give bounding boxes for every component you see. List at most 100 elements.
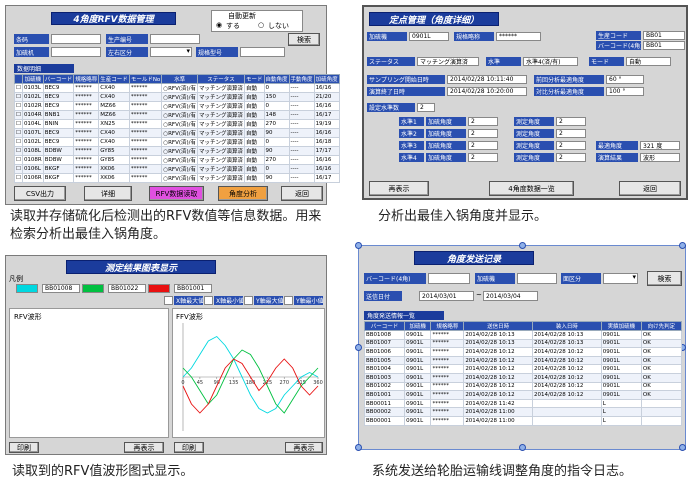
table-row[interactable]: BB00011 0901L ****** 2014/02/28 11:42 L [363, 398, 683, 409]
field-label: 面区分 [561, 273, 601, 284]
detail-button[interactable]: 详细 [84, 186, 132, 201]
dropdown[interactable] [603, 273, 638, 284]
table-row[interactable]: ☐ 0104L BNIN ****** XN25 ****** ○RFV(済)/有 マッチング… [14, 119, 340, 129]
table-row[interactable]: BB01006 0901L ****** 2014/02/28 10:12 2014/0… [363, 347, 683, 357]
row-checkbox[interactable]: ☐ [14, 155, 23, 165]
table-row[interactable]: BB01002 0901L ****** 2014/02/28 10:12 2014/0… [363, 381, 683, 392]
table-row[interactable]: ☐ 0106R BKGF ****** XK06 ****** ○RFV(済)/有 マッチング… [14, 173, 340, 183]
refresh-button[interactable]: 再表示 [285, 442, 323, 453]
column-header: 規格略称 [430, 321, 465, 331]
text-input[interactable] [150, 34, 200, 44]
table-cell: BEC9 [42, 128, 75, 138]
search-button[interactable]: 検索 [647, 271, 682, 286]
refresh-button[interactable]: 再表示 [369, 181, 429, 196]
table-row[interactable]: ☐ 0106L BKGF ****** XK06 ****** ○RFV(済)/有 マッチング… [14, 164, 340, 174]
analyze-button[interactable]: 角度分析 [218, 186, 268, 201]
print-button[interactable]: 印刷 [174, 442, 204, 453]
field-value: 60 ° [606, 75, 644, 84]
table-row[interactable]: ☐ 0107L BEC9 ****** CX40 ****** ○RFV(済)/有 マッチング… [14, 128, 340, 138]
table-cell: 0107L [21, 128, 44, 138]
resize-handle [519, 444, 526, 451]
dropdown[interactable] [150, 47, 192, 57]
text-input[interactable] [51, 47, 101, 57]
table-row[interactable]: ☐ 0108R BDBW ****** GY85 ****** ○RFV(済)/有 マッチング… [14, 155, 340, 165]
column-header: 実績加硫機 [600, 321, 642, 331]
axis-input[interactable] [284, 296, 293, 305]
text-input[interactable] [517, 273, 557, 284]
table-row[interactable]: ☐ 0102R BEC9 ****** MZ66 ****** ○RFV(済)/有 マッチング… [14, 101, 340, 111]
table-cell: ○RFV(済)/有 [161, 101, 198, 111]
table-row[interactable]: ☐ 0108L BDBW ****** GY85 ****** ○RFV(済)/有 マッチング… [14, 146, 340, 156]
caption: 读取到的RFV值波形图式显示。 [12, 464, 194, 479]
table-row[interactable]: BB01004 0901L ****** 2014/02/28 10:12 2014/0… [363, 364, 683, 374]
row-checkbox[interactable]: ☐ [14, 128, 23, 138]
field-label: 条码 [14, 34, 49, 44]
table-cell: ****** [73, 119, 100, 129]
table-row[interactable]: BB00001 0901L ****** 2014/02/28 11:00 L [363, 415, 683, 426]
table-row[interactable]: ☐ 0104R BNB1 ****** MZ66 ****** ○RFV(済)/有 マッチング… [14, 110, 340, 120]
print-button[interactable]: 印刷 [9, 442, 39, 453]
table-cell: ****** [128, 128, 163, 138]
back-button[interactable]: 返回 [281, 186, 323, 201]
table-row[interactable]: BB01008 0901L ****** 2014/02/28 10:13 2014/0… [363, 330, 683, 340]
legend-title: 凡例 [9, 275, 23, 283]
back-button[interactable]: 返回 [619, 181, 681, 196]
table-cell: 2014/02/28 10:12 [463, 355, 534, 366]
search-button[interactable]: 検索 [288, 33, 320, 46]
table-cell: XK06 [98, 164, 130, 174]
row-checkbox[interactable]: ☐ [14, 110, 23, 120]
column-header: ステータス [196, 74, 246, 84]
axis-input[interactable] [164, 296, 173, 305]
radio: ○ [258, 21, 265, 29]
table-cell: ****** [73, 128, 100, 138]
table-cell: ****** [73, 101, 100, 111]
table-row[interactable]: BB01005 0901L ****** 2014/02/28 10:12 2014/0… [363, 355, 683, 366]
row-checkbox[interactable]: ☐ [14, 92, 23, 102]
table-row[interactable]: ☐ 0103L BEC9 ****** CX40 ****** ○RFV(済)/有 マッチング… [14, 83, 340, 93]
csv-button[interactable]: CSV出力 [14, 186, 66, 201]
x-tick-label: 180 [246, 380, 256, 386]
table-cell: ****** [73, 92, 100, 102]
row-checkbox[interactable]: ☐ [14, 137, 23, 147]
field-label: 加硫角度 [426, 153, 466, 162]
table-cell: ****** [430, 407, 465, 417]
field-label: 送信日付 [364, 291, 402, 301]
row-checkbox[interactable]: ☐ [14, 164, 23, 174]
field-value: 2014/02/28 10:20:00 [447, 87, 527, 96]
table-row[interactable]: BB01003 0901L ****** 2014/02/28 10:12 2014/0… [363, 372, 683, 383]
table-cell: マッチング演算済 [196, 128, 246, 138]
axis-input[interactable] [204, 296, 213, 305]
text-input[interactable] [428, 273, 470, 284]
table-cell: 0901L [404, 415, 432, 426]
text-input[interactable] [51, 34, 101, 44]
row-checkbox[interactable]: ☐ [14, 101, 23, 111]
axis-input[interactable] [244, 296, 253, 305]
text-input[interactable] [240, 47, 285, 57]
row-checkbox[interactable]: ☐ [14, 83, 23, 93]
table-cell: BEC9 [42, 137, 75, 147]
row-checkbox[interactable]: ☐ [14, 146, 23, 156]
legend-label: BB01022 [108, 284, 146, 293]
table-row[interactable]: BB01007 0901L ****** 2014/02/28 10:13 2014/0… [363, 338, 683, 349]
plot-label: FFV波形 [176, 313, 203, 321]
read-button[interactable]: RFV数据读取 [149, 186, 204, 201]
date-input[interactable]: 2014/03/04 [483, 291, 538, 301]
table-row[interactable]: BB00002 0901L ****** 2014/02/28 11:00 L [363, 407, 683, 417]
list-button[interactable]: 4角度数据一览 [489, 181, 574, 196]
table-cell: GY85 [98, 146, 130, 156]
level-label: 水準1 [399, 117, 424, 126]
date-input[interactable]: 2014/03/01 [419, 291, 474, 301]
table-row[interactable]: BB01001 0901L ****** 2014/02/28 10:12 2014/0… [363, 390, 683, 400]
table-cell: OK [640, 347, 683, 357]
row-checkbox[interactable]: ☐ [14, 173, 23, 183]
field-value: 2 [468, 129, 498, 138]
table-cell: BEC9 [42, 101, 75, 111]
refresh-button[interactable]: 再表示 [124, 442, 164, 453]
table-row[interactable]: ☐ 0102L BEC9 ****** CX40 ****** ○RFV(済)/有 マッチング… [14, 137, 340, 147]
table-row[interactable]: ☐ 0102L BEC9 ****** CX40 ****** ○RFV(済)/有 マッチング… [14, 92, 340, 102]
row-checkbox[interactable]: ☐ [14, 119, 23, 129]
resize-handle [679, 242, 686, 249]
field-label: 水準 [486, 57, 521, 66]
x-tick-label: 315 [296, 380, 306, 386]
